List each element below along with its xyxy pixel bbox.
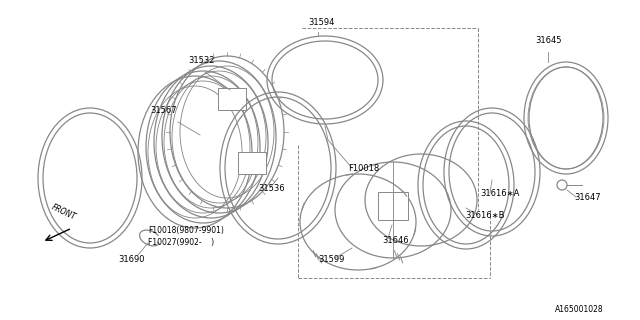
Text: 31647: 31647 — [574, 193, 600, 202]
Text: 31599: 31599 — [318, 255, 344, 265]
Text: 31532: 31532 — [188, 55, 214, 65]
Text: 31567: 31567 — [150, 106, 177, 115]
Text: F10018: F10018 — [348, 164, 380, 172]
Text: F10027(9902-    ): F10027(9902- ) — [148, 237, 214, 246]
Text: A165001028: A165001028 — [555, 306, 604, 315]
Text: 31645: 31645 — [535, 36, 561, 44]
Text: 31594: 31594 — [308, 18, 334, 27]
Text: 31616∗A: 31616∗A — [480, 188, 520, 197]
Text: FRONT: FRONT — [50, 203, 77, 222]
Text: 31690: 31690 — [118, 255, 145, 265]
Text: 31536: 31536 — [258, 183, 285, 193]
Bar — [218, 88, 246, 110]
Bar — [238, 152, 266, 174]
Text: F10018(9807-9901): F10018(9807-9901) — [148, 226, 224, 235]
Text: 31616∗B: 31616∗B — [465, 211, 504, 220]
Bar — [378, 192, 408, 220]
Text: 31646: 31646 — [382, 236, 408, 244]
